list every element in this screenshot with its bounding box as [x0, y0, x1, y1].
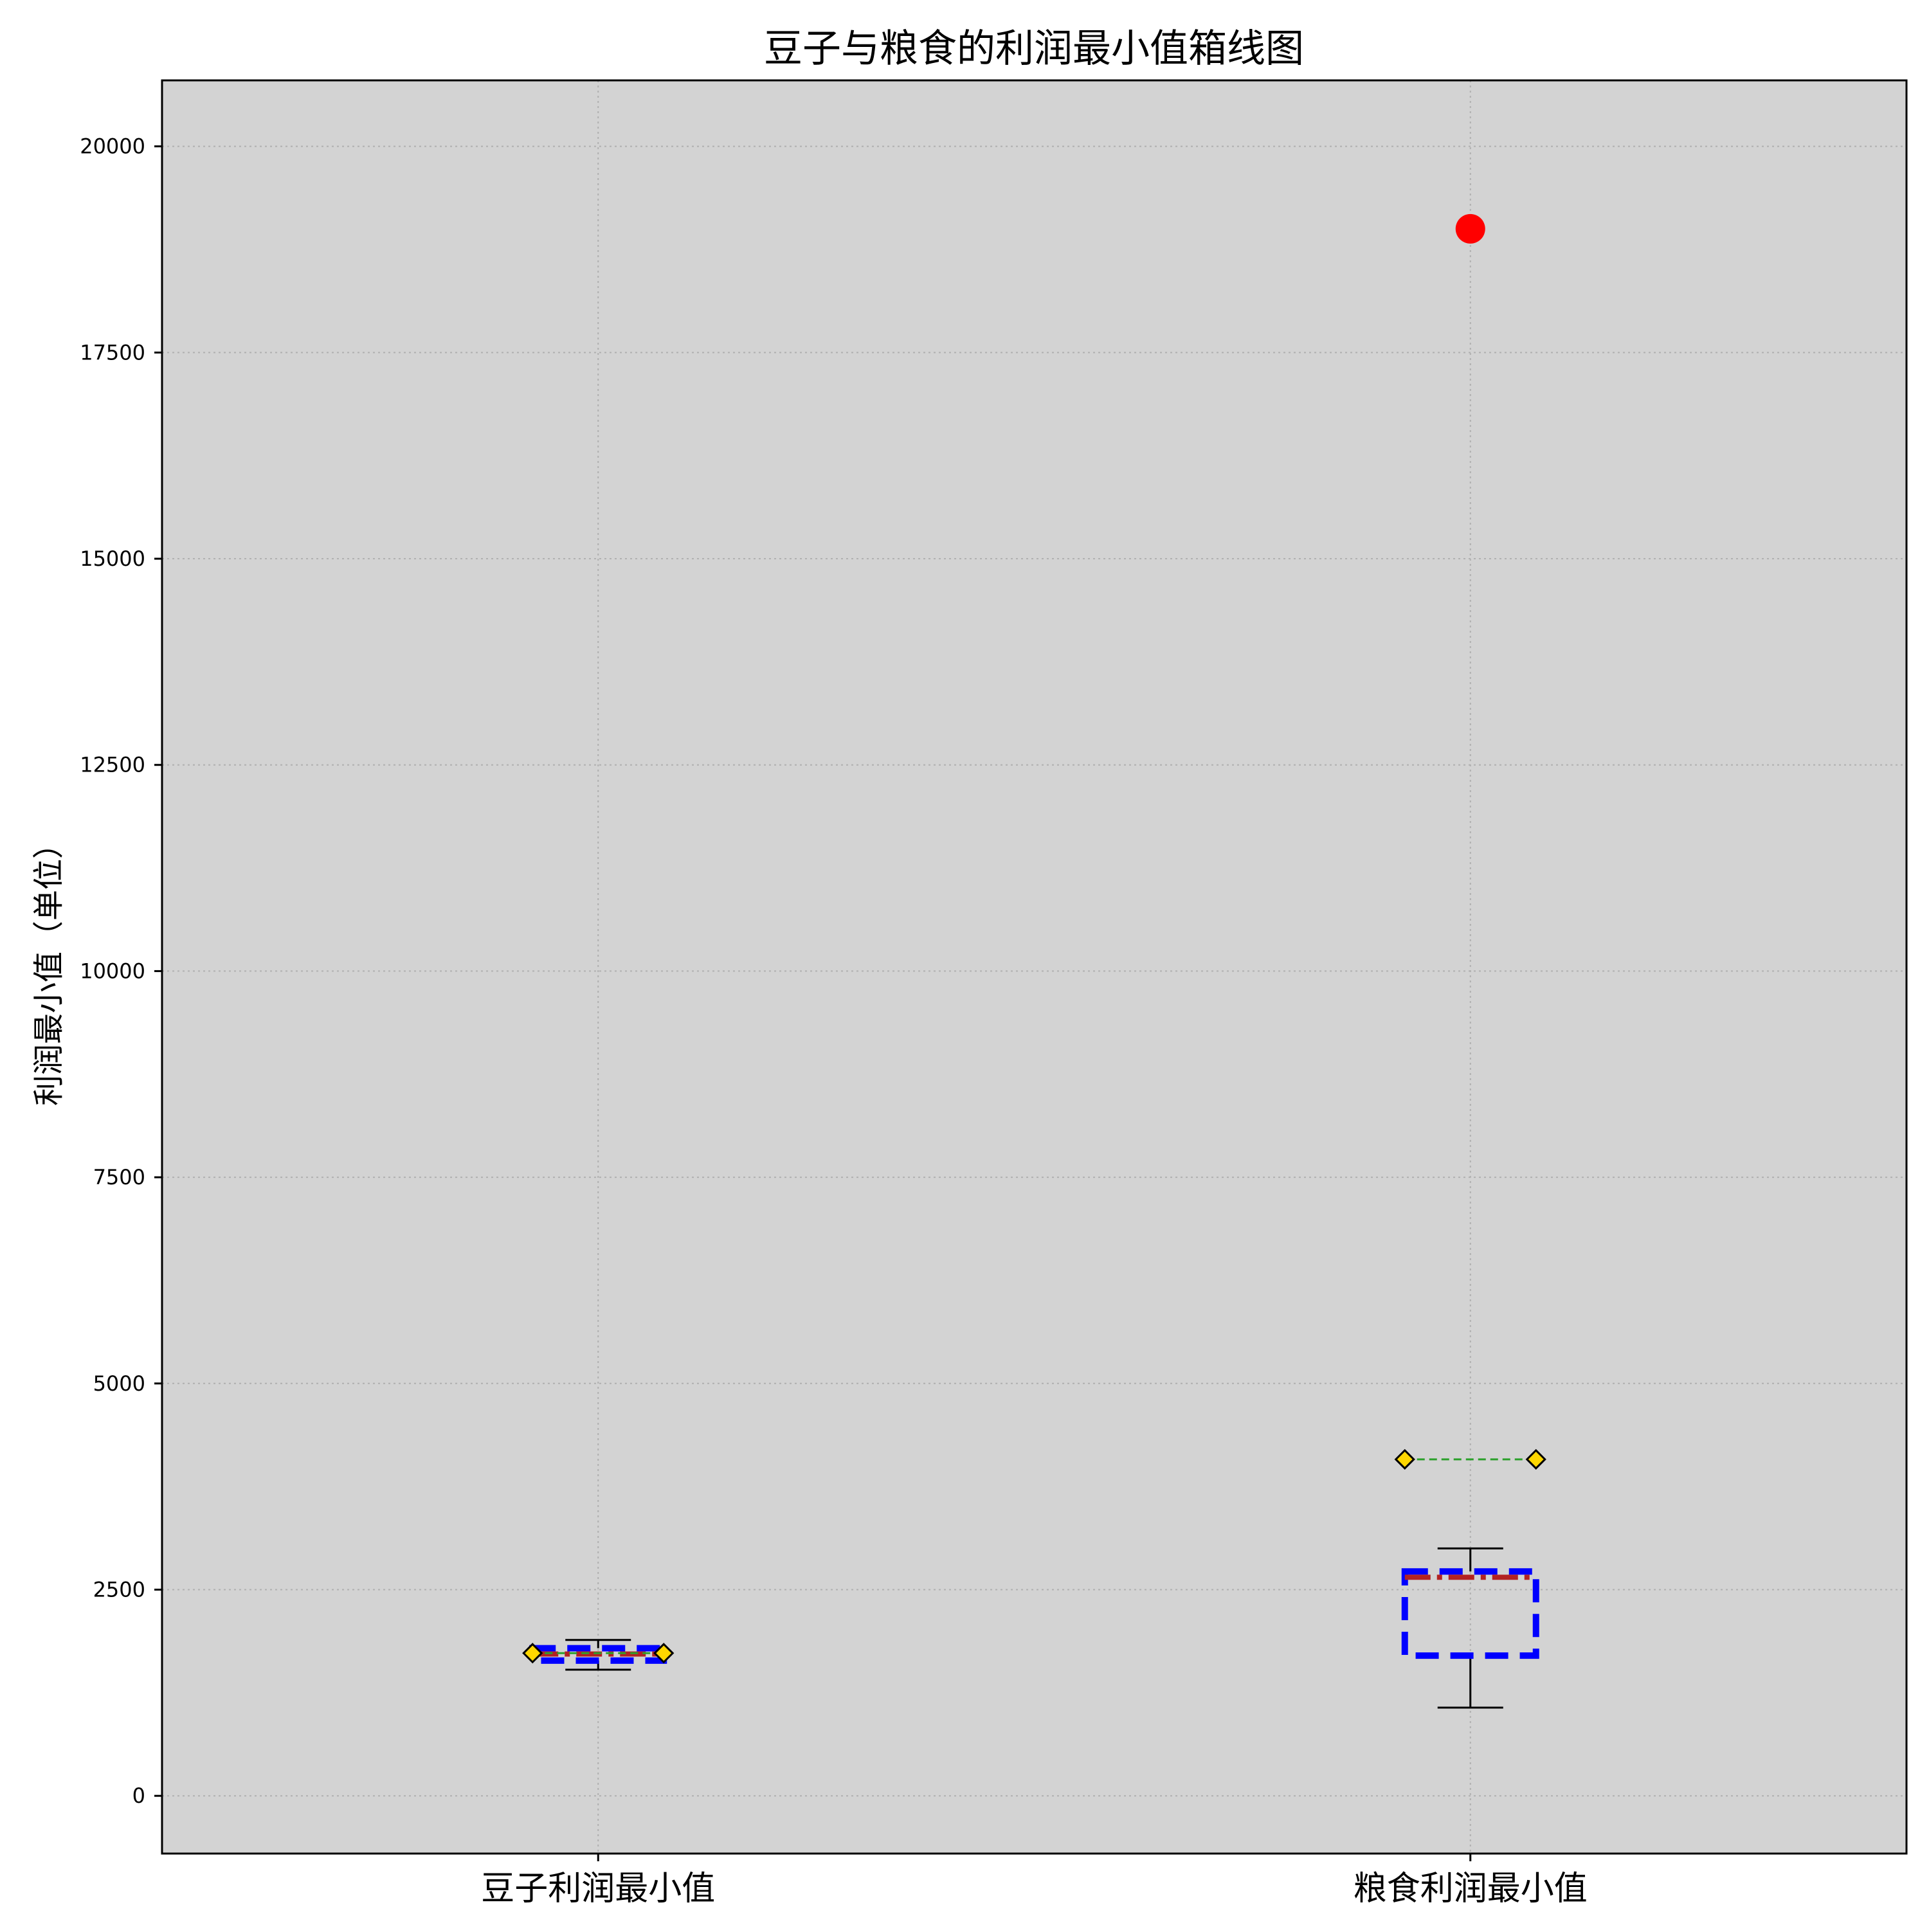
mean-marker [653, 1643, 675, 1664]
chart-title: 豆子与粮食的利润最小值箱线图 [764, 26, 1304, 71]
y-tick-label: 5000 [93, 1371, 145, 1396]
x-tick-label: 豆子利润最小值 [481, 1870, 715, 1908]
y-tick-label: 0 [132, 1783, 145, 1808]
y-tick-label: 17500 [80, 340, 145, 365]
box-group [1394, 213, 1546, 1709]
y-tick-label: 10000 [80, 959, 145, 983]
mean-marker [522, 1643, 543, 1664]
box-group [522, 1639, 675, 1671]
outlier-point [1455, 213, 1485, 244]
mean-marker [1394, 1449, 1415, 1470]
box-layer [522, 213, 1546, 1709]
y-tick-label: 15000 [80, 546, 145, 571]
plot-frame [161, 79, 1908, 1855]
y-tick-label: 7500 [93, 1165, 145, 1189]
x-tick-label: 粮食利润最小值 [1354, 1870, 1588, 1908]
y-tick-label: 12500 [80, 753, 145, 777]
axis-layer: 0 2500 5000 7500 10000 12500 15000 17500 20000 豆子… [80, 134, 1588, 1908]
y-tick-label: 2500 [93, 1578, 145, 1602]
iqr-box [1401, 1568, 1539, 1659]
y-axis-label: 利润最小值（单位） [31, 828, 67, 1106]
mean-marker [1525, 1449, 1546, 1470]
plot-area [162, 80, 1906, 1854]
y-tick-label: 20000 [80, 134, 145, 159]
